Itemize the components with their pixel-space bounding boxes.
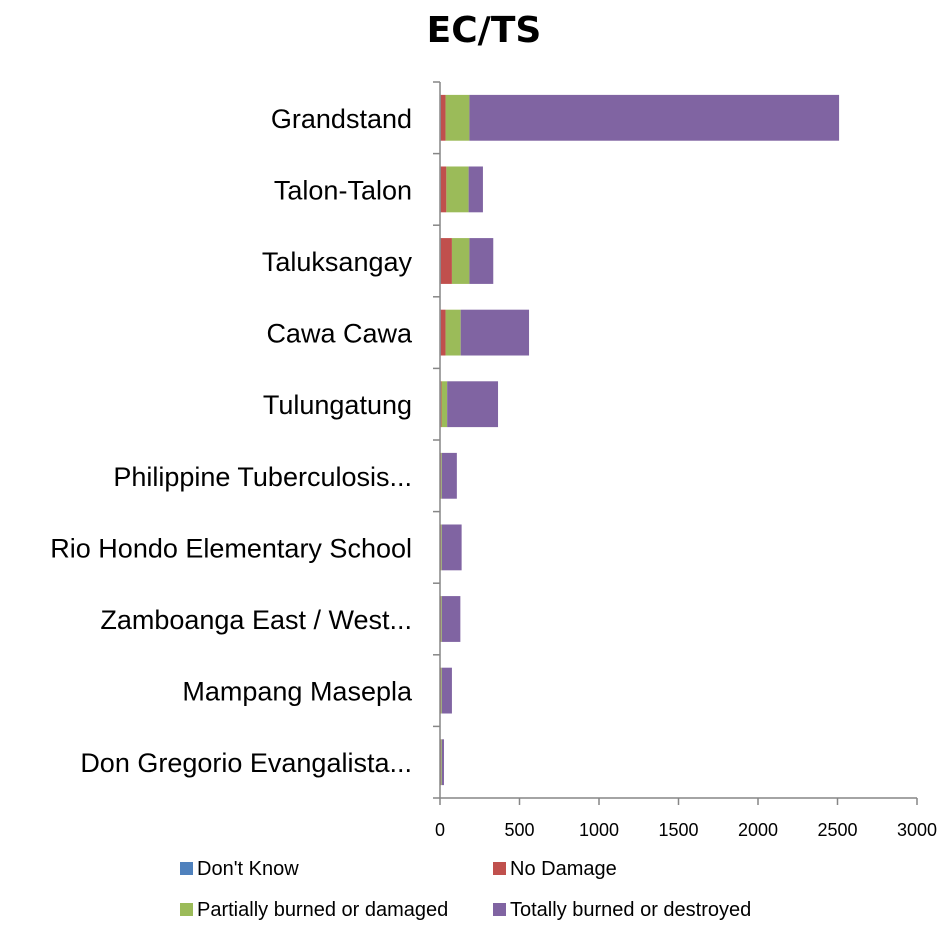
legend-item: Partially burned or damaged	[180, 899, 448, 921]
category-label: Don Gregorio Evangalista...	[80, 748, 412, 778]
bar-1-series-2	[440, 94, 446, 141]
legend-item: No Damage	[493, 858, 617, 880]
legend-swatch	[493, 903, 506, 916]
bar-9-series-3	[440, 667, 442, 714]
bar-3-series-2	[440, 238, 452, 284]
legend-swatch	[493, 862, 506, 875]
category-label: Zamboanga East / West...	[100, 605, 412, 635]
category-label: Mampang Masepla	[182, 677, 413, 707]
bar-9-series-4	[441, 667, 452, 714]
x-tick-labels: 0 500 1000 1500 2000 2500 3000	[435, 820, 937, 840]
chart-title: EC/TS	[427, 10, 542, 51]
category-label: Talon-Talon	[274, 175, 412, 205]
legend-label: Partially burned or damaged	[197, 899, 448, 921]
bar-10-series-4	[441, 739, 444, 786]
bar-5-series-2	[440, 381, 442, 428]
bar-5-series-3	[441, 381, 448, 428]
category-label: Grandstand	[271, 104, 412, 134]
bars-layer	[440, 94, 840, 786]
x-tick-label: 1500	[658, 820, 698, 840]
category-label: Tulungatung	[263, 390, 412, 420]
bar-8-series-4	[441, 596, 461, 642]
bar-7-series-3	[440, 524, 442, 571]
legend-label: Totally burned or destroyed	[510, 899, 751, 921]
bar-10-series-3	[440, 739, 442, 786]
bar-2-series-3	[446, 166, 469, 213]
bar-5-series-4	[447, 381, 499, 428]
bar-3-series-4	[469, 238, 494, 284]
bar-8-series-3	[440, 596, 442, 642]
legend-item: Totally burned or destroyed	[493, 899, 751, 921]
category-label: Philippine Tuberculosis...	[113, 462, 412, 492]
x-tick-label: 3000	[897, 820, 937, 840]
x-tick-label: 2500	[817, 820, 857, 840]
legend-label: No Damage	[510, 858, 617, 880]
legend-label: Don't Know	[197, 858, 299, 880]
legend-swatch	[180, 862, 193, 875]
legend: Don't Know No Damage Partially burned or d…	[180, 858, 751, 921]
category-labels: Grandstand Talon-Talon Taluksangay Cawa Caw…	[50, 104, 413, 778]
bar-3-series-3	[451, 238, 470, 284]
category-label: Rio Hondo Elementary School	[50, 533, 412, 563]
legend-swatch	[180, 903, 193, 916]
category-label: Taluksangay	[262, 247, 413, 277]
bar-4-series-2	[440, 309, 446, 356]
x-tick-label: 2000	[738, 820, 778, 840]
bar-4-series-3	[445, 309, 461, 356]
bar-2-series-4	[468, 166, 483, 213]
legend-item: Don't Know	[180, 858, 299, 880]
axes-layer	[433, 81, 918, 805]
bar-6-series-3	[440, 452, 442, 499]
x-tick-label: 1000	[579, 820, 619, 840]
bar-1-series-3	[445, 94, 470, 141]
x-tick-label: 0	[435, 820, 445, 840]
category-label: Cawa Cawa	[266, 319, 413, 349]
bar-2-series-2	[440, 166, 447, 213]
bar-4-series-4	[460, 309, 530, 356]
x-tick-label: 500	[504, 820, 534, 840]
bar-1-series-4	[469, 94, 840, 141]
bar-7-series-4	[441, 524, 462, 571]
bar-6-series-4	[441, 452, 457, 499]
